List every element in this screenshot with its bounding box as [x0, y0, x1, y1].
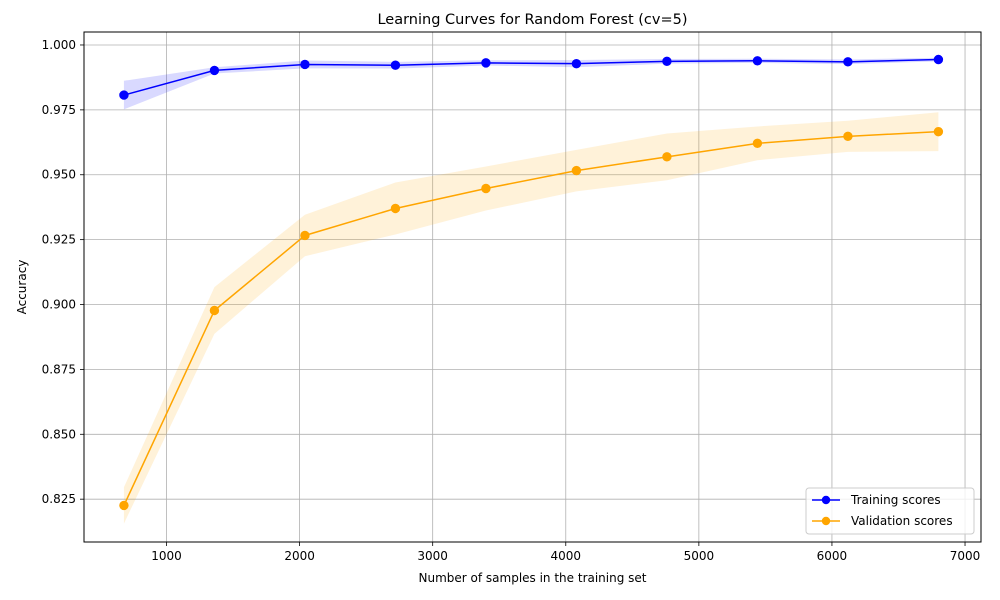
std-bands: [123, 57, 939, 524]
data-point-series-1: [300, 230, 310, 241]
data-point-series-0: [481, 58, 491, 68]
data-point-series-1: [752, 138, 763, 149]
series-markers: [119, 54, 944, 511]
x-tick-label: 4000: [550, 549, 581, 563]
y-axis-title: Accuracy: [15, 260, 29, 315]
data-point-series-1: [571, 165, 582, 176]
data-point-series-1: [119, 500, 129, 511]
series-line-1: [123, 130, 939, 506]
y-tick-label: 0.975: [42, 103, 76, 117]
legend-box: [805, 487, 975, 535]
x-tick-label: 3000: [417, 549, 448, 563]
x-axis-title: Number of samples in the training set: [419, 571, 647, 585]
data-point-series-1: [843, 131, 853, 142]
legend-swatch-marker: [821, 495, 831, 505]
x-tick-label: 1000: [151, 549, 182, 563]
y-tick-label: 0.825: [42, 492, 76, 506]
data-point-series-1: [209, 305, 220, 316]
data-point-series-1: [662, 152, 672, 162]
plot-frame: [83, 31, 982, 543]
x-tick-label: 6000: [817, 549, 848, 563]
data-point-series-1: [933, 126, 944, 137]
y-tick-label: 0.925: [42, 233, 76, 247]
data-point-series-0: [843, 57, 853, 67]
data-point-series-0: [933, 54, 944, 65]
x-tick-label: 7000: [950, 549, 981, 563]
std-band-series-1: [123, 112, 939, 524]
legend-swatch-marker: [821, 516, 831, 526]
data-point-series-0: [752, 56, 763, 66]
y-tick-label: 0.950: [42, 168, 76, 182]
series-lines: [123, 58, 939, 506]
data-point-series-0: [119, 90, 129, 100]
legend: Training scores Validation scores: [805, 487, 975, 535]
y-tick-label: 0.900: [42, 298, 76, 312]
data-point-series-1: [390, 203, 401, 214]
y-axis-ticks: 0.825 0.850 0.875 0.900 0.925 0.950 0.975 1.000: [42, 38, 84, 506]
series-line-0: [123, 58, 939, 96]
data-point-series-1: [481, 183, 491, 194]
data-point-series-0: [662, 56, 672, 67]
legend-label: Training scores: [850, 493, 941, 507]
legend-label: Validation scores: [851, 514, 953, 528]
y-tick-label: 0.875: [42, 362, 76, 376]
std-band-series-0: [123, 57, 939, 110]
data-point-series-0: [209, 65, 220, 76]
y-tick-label: 0.850: [42, 427, 76, 441]
x-tick-label: 5000: [684, 549, 715, 563]
data-point-series-0: [390, 60, 401, 70]
data-point-series-0: [571, 58, 582, 69]
data-point-series-0: [300, 59, 310, 70]
chart-title: Learning Curves for Random Forest (cv=5): [377, 12, 687, 28]
x-tick-label: 2000: [284, 549, 315, 563]
y-tick-label: 1.000: [42, 38, 76, 52]
grid: [84, 32, 981, 542]
x-axis-ticks: 1000 2000 3000 4000 5000 6000 7000: [151, 542, 980, 563]
